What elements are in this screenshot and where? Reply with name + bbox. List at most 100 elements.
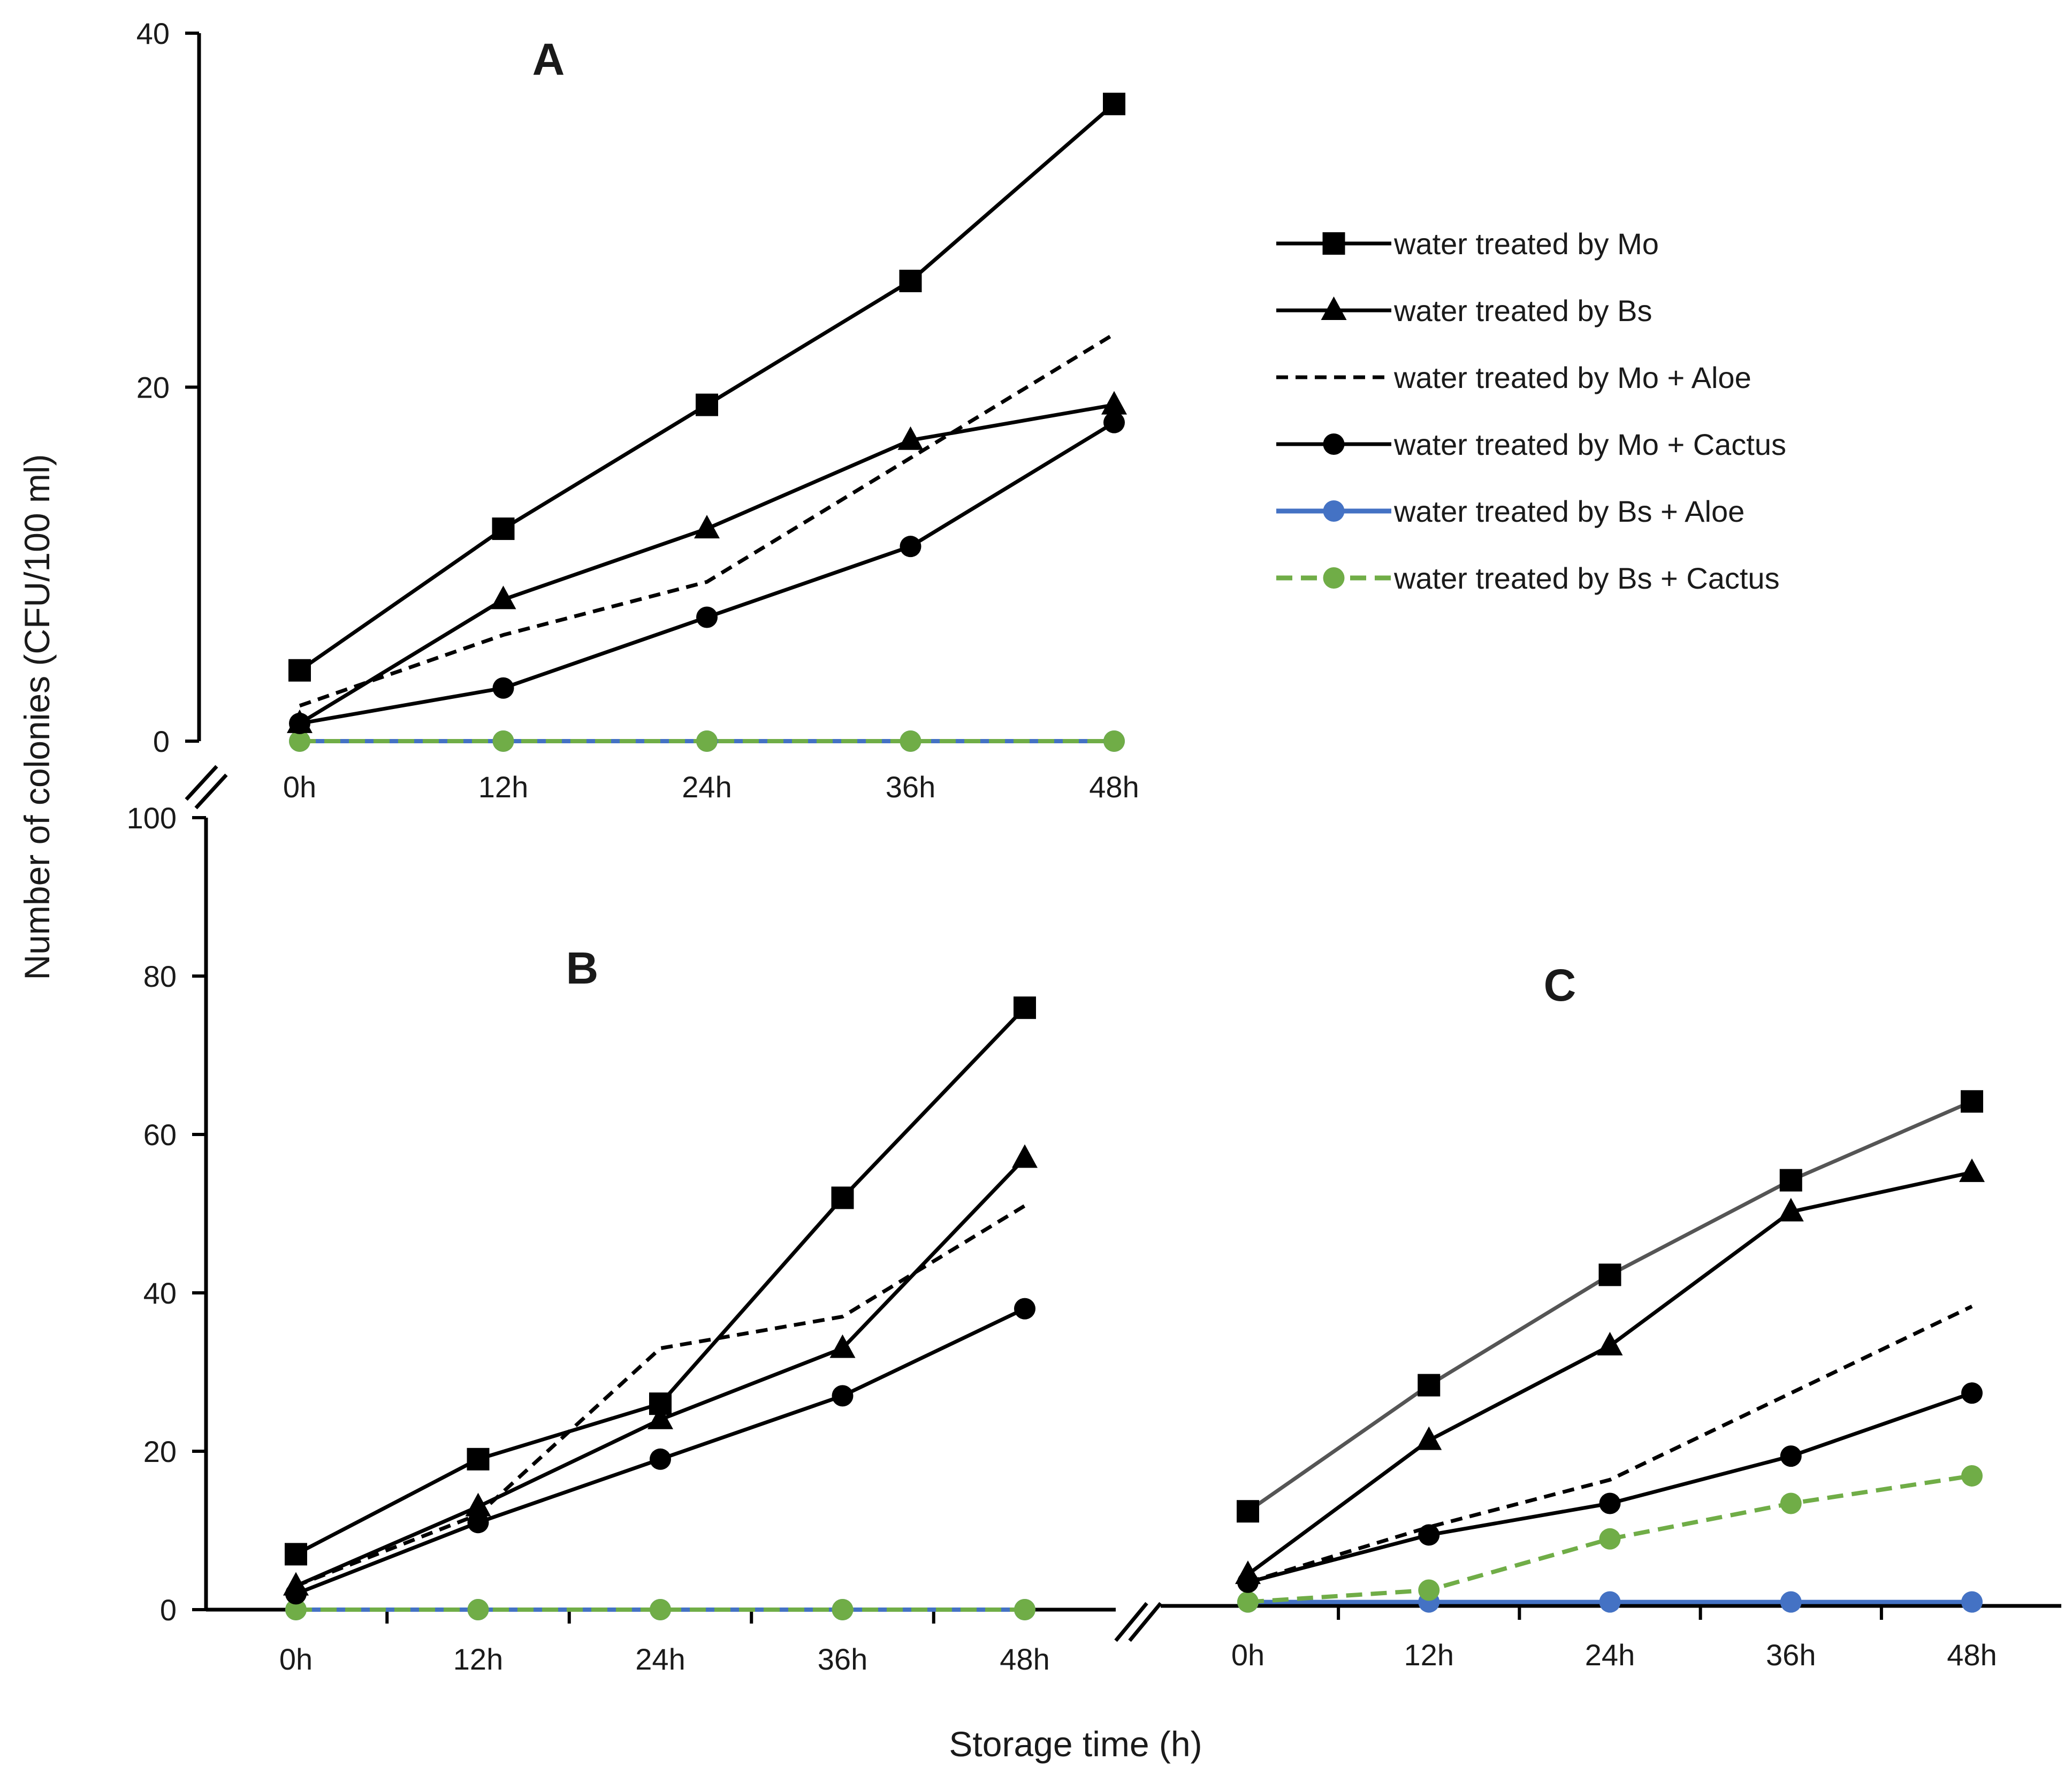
panel-c-series-1-point — [1779, 1169, 1802, 1192]
panel-b-series-6-point — [832, 1599, 854, 1620]
panel-b-series-1-point — [831, 1186, 854, 1209]
panel-b-series-1 — [285, 996, 1036, 1566]
panel-b-series-6-point — [1014, 1599, 1035, 1620]
legend-item: water treated by Bs + Cactus — [1276, 561, 1780, 595]
legend: water treated by Mo water treated by Bs wa… — [1276, 227, 1786, 595]
panel-a-series-1-line — [299, 102, 1116, 672]
panel-a-series-1 — [288, 93, 1125, 682]
panel-b-series-2-point — [648, 1405, 673, 1429]
panel-c-series-2-point — [1959, 1158, 1985, 1182]
panel-c-series-5-point — [1780, 1591, 1802, 1613]
panel-b: 0 20 40 60 80 100 0h 12h 24h 36h 48h — [127, 801, 1116, 1676]
panel-a-y-tick-label: 20 — [136, 371, 170, 405]
panel-c-x-tick-label: 0h — [1231, 1638, 1264, 1672]
panel-c-series-1-point — [1418, 1374, 1441, 1397]
panel-b-y-tick-label: 80 — [143, 959, 177, 993]
legend-label: water treated by Bs — [1393, 294, 1652, 327]
panel-c-series-2-point — [1597, 1331, 1623, 1355]
legend-item: water treated by Bs + Aloe — [1276, 494, 1745, 528]
panel-b-x-tick-label: 0h — [279, 1642, 313, 1676]
panel-a-series-2-point — [287, 709, 313, 733]
panel-c-series-1-point — [1961, 1090, 1983, 1113]
panel-b-series-3 — [295, 1204, 1026, 1588]
panel-a: 0 20 40 0h 12h 24h 36h 48h — [136, 17, 1139, 804]
legend-label: water treated by Mo + Cactus — [1393, 428, 1786, 461]
panel-b-y-tick-label: 100 — [127, 801, 177, 835]
panel-b-x-tick-label: 24h — [635, 1642, 685, 1676]
panel-c-series-5-point — [1961, 1591, 1983, 1613]
panel-b-series-4-point — [832, 1385, 854, 1407]
axis-break-horizontal — [1114, 1602, 1162, 1642]
panel-a-series-6-point — [289, 730, 310, 752]
panel-c-series-6-point — [1237, 1591, 1259, 1613]
panel-c-series-6-point — [1961, 1465, 1983, 1487]
panel-c-series-6-point — [1418, 1579, 1440, 1601]
panel-c-x-tick-label: 36h — [1766, 1638, 1816, 1672]
panel-a-series-3 — [299, 332, 1115, 708]
panel-b-series-6-point — [285, 1599, 307, 1620]
legend-item: water treated by Mo + Aloe — [1276, 361, 1751, 394]
panel-a-series-2-point — [897, 426, 924, 450]
legend-item: water treated by Mo — [1276, 227, 1659, 261]
legend-label: water treated by Bs + Aloe — [1393, 494, 1745, 528]
panel-a-series-2 — [287, 391, 1127, 733]
legend-marker — [1321, 296, 1347, 320]
panel-c-series-6-point — [1780, 1492, 1802, 1514]
panel-b-series-1-point — [649, 1392, 672, 1415]
panel-a-series-6-point — [1103, 730, 1125, 752]
axis-break-vertical — [185, 765, 228, 810]
panel-c-series-4-point — [1418, 1524, 1440, 1546]
panel-b-series-6 — [285, 1599, 1035, 1620]
panel-b-y-tick-label: 20 — [143, 1435, 177, 1468]
panel-b-series-2-point — [829, 1334, 856, 1358]
panel-a-series-4-line — [299, 421, 1115, 726]
panel-a-y-tick-label: 40 — [136, 17, 170, 50]
panel-b-series-2-point — [283, 1572, 309, 1596]
panel-a-series-4-point — [696, 606, 718, 628]
panel-c-series-1-point — [1598, 1263, 1621, 1286]
panel-b-series-2-point — [465, 1492, 491, 1517]
panel-a-series-4-point — [492, 677, 514, 699]
panel-a-x-tick-label: 12h — [478, 770, 528, 804]
panel-c-series-6 — [1237, 1465, 1983, 1613]
panel-a-series-4-point — [1103, 412, 1125, 433]
panel-c-series-2-point — [1235, 1560, 1261, 1584]
panel-b-series-2-point — [1012, 1144, 1038, 1168]
panel-b-series-4-point — [650, 1448, 671, 1470]
panel-a-series-1-point — [696, 393, 718, 416]
legend-item: water treated by Bs — [1276, 294, 1652, 327]
panel-b-y-tick-label: 60 — [143, 1118, 177, 1152]
panel-b-x-tick-label: 36h — [818, 1642, 867, 1676]
panel-a-series-2-point — [490, 585, 516, 610]
panel-b-series-4 — [285, 1298, 1035, 1605]
panel-c-series-3-line — [1247, 1305, 1973, 1584]
panel-a-series-6-point — [696, 730, 718, 752]
panel-a-x-tick-label: 36h — [886, 770, 935, 804]
panel-c-series-2 — [1235, 1158, 1985, 1584]
panel-b-series-6-point — [467, 1599, 489, 1620]
panel-c-series-4-line — [1247, 1391, 1973, 1584]
panel-c-series-3 — [1247, 1305, 1973, 1584]
panel-b-series-1-point — [1014, 996, 1036, 1019]
legend-item: water treated by Mo + Cactus — [1276, 428, 1786, 461]
panel-b-series-4-point — [1014, 1298, 1035, 1320]
panel-b-series-6-point — [650, 1599, 671, 1620]
panel-b-series-1-line — [295, 1006, 1026, 1556]
y-axis-title: Number of colonies (CFU/100 ml) — [17, 454, 57, 980]
panel-a-series-1-point — [1103, 93, 1125, 116]
legend-marker — [1322, 232, 1345, 255]
legend-label: water treated by Mo — [1393, 227, 1659, 261]
panel-b-y-tick-label: 40 — [143, 1276, 177, 1310]
panel-b-y-tick-label: 0 — [160, 1593, 177, 1627]
panel-a-series-2-point — [1101, 391, 1127, 415]
panel-b-x-tick-label: 48h — [1000, 1642, 1049, 1676]
panel-b-x-tick-label: 12h — [453, 1642, 503, 1676]
panel-c-series-4-point — [1599, 1492, 1621, 1514]
legend-marker — [1323, 433, 1345, 455]
panel-b-series-1-point — [285, 1543, 307, 1566]
x-axis-title: Storage time (h) — [949, 1724, 1202, 1764]
panel-c-series-1-line — [1246, 1100, 1973, 1513]
panel-b-series-4-point — [467, 1512, 489, 1534]
legend-label: water treated by Mo + Aloe — [1393, 361, 1751, 394]
